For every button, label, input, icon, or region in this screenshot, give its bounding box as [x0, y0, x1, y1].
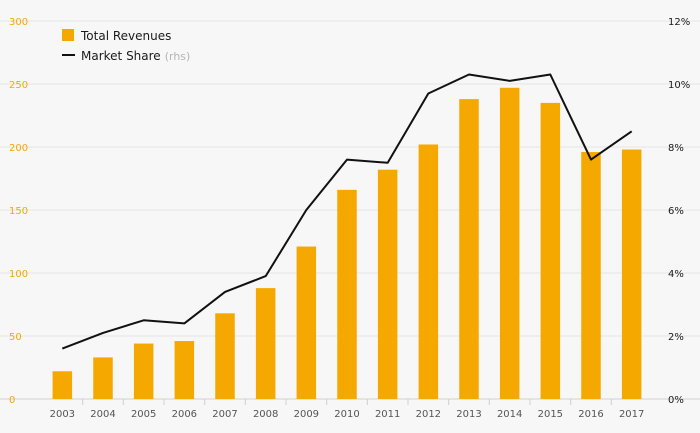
bar-total-revenues: [215, 313, 235, 399]
y-left-tick-label: 250: [9, 80, 28, 91]
x-tick-label: 2011: [375, 409, 400, 420]
x-tick-label: 2008: [253, 409, 278, 420]
y-right-tick-label: 10%: [668, 80, 690, 91]
bar-total-revenues: [52, 371, 73, 399]
x-tick-label: 2017: [619, 409, 644, 420]
x-tick-label: 2015: [538, 409, 563, 420]
bar-total-revenues: [621, 149, 642, 399]
y-left-tick-label: 150: [9, 206, 28, 217]
line-market-share: [61, 73, 633, 350]
x-axis: 2003 2004 2005 2006 2007 2008 2009 2010 2011 2012…: [50, 399, 644, 420]
legend-label-market-share: Market Share (rhs): [81, 49, 190, 63]
bar-total-revenues: [174, 341, 195, 399]
y-right-tick-label: 6%: [668, 206, 684, 217]
legend-label-market-share-name: Market Share: [81, 49, 161, 63]
bar-total-revenues: [133, 343, 154, 399]
bar-total-revenues: [255, 288, 276, 399]
y-left-tick-label: 50: [9, 332, 22, 343]
x-tick-label: 2016: [578, 409, 603, 420]
x-tick-label: 2007: [212, 409, 237, 420]
bar-total-revenues: [93, 357, 113, 399]
bar-total-revenues: [499, 87, 520, 399]
y-axis-right: 0% 2% 4% 6% 8% 10% 12%: [668, 17, 690, 406]
y-left-tick-label: 0: [9, 395, 15, 406]
bar-total-revenues: [296, 246, 317, 399]
y-axis-left: 0 50 100 150 200 250 300: [9, 17, 28, 406]
x-tick-label: 2014: [497, 409, 522, 420]
x-tick-label: 2013: [456, 409, 481, 420]
y-right-tick-label: 2%: [668, 332, 684, 343]
y-right-tick-label: 4%: [668, 269, 684, 280]
legend-label-total-revenues: Total Revenues: [80, 29, 171, 43]
y-right-tick-label: 0%: [668, 395, 684, 406]
bar-total-revenues: [459, 99, 479, 400]
legend: Total Revenues Market Share (rhs): [62, 29, 190, 63]
bar-total-revenues: [337, 189, 357, 399]
x-tick-label: 2004: [90, 409, 115, 420]
legend-label-market-share-suffix: (rhs): [165, 50, 191, 63]
y-left-tick-label: 300: [9, 17, 28, 28]
legend-swatch-total-revenues: [62, 29, 74, 41]
x-tick-label: 2012: [416, 409, 441, 420]
x-tick-label: 2003: [50, 409, 75, 420]
x-tick-label: 2006: [172, 409, 197, 420]
bar-total-revenues: [418, 144, 439, 399]
bar-total-revenues: [540, 102, 561, 400]
y-left-tick-label: 200: [9, 143, 28, 154]
y-right-tick-label: 8%: [668, 143, 684, 154]
bar-total-revenues: [581, 152, 601, 399]
bars-total-revenues: [52, 87, 642, 400]
y-right-tick-label: 12%: [668, 17, 690, 28]
x-tick-label: 2010: [334, 409, 359, 420]
x-tick-label: 2005: [131, 409, 156, 420]
x-tick-label: 2009: [294, 409, 319, 420]
bar-total-revenues: [377, 169, 398, 399]
y-left-tick-label: 100: [9, 269, 28, 280]
